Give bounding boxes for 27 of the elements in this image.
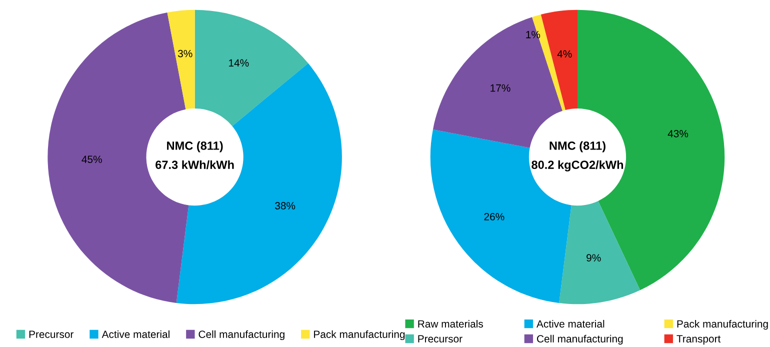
legend-label: Active material: [536, 320, 604, 328]
legend-label: Pack manufacturing: [677, 320, 768, 330]
text: 67.3 kWh/kWh: [156, 160, 234, 170]
data-label: 9%: [586, 254, 601, 262]
data-label: 38%: [275, 202, 296, 210]
donut-slice: [559, 200, 640, 304]
donut-slice: [540, 10, 578, 110]
data-label: 14%: [229, 59, 249, 67]
data-label: 4%: [557, 50, 572, 58]
legend-label: Pack manufacturing: [314, 330, 405, 340]
text: NMC (811): [550, 141, 606, 152]
donut-slice: [167, 10, 195, 110]
legend-label: Precursor: [418, 335, 462, 343]
text: NMC (811): [167, 141, 223, 152]
legend-label: Raw materials: [418, 320, 483, 328]
donut-slice: [194, 10, 308, 126]
legend-label: Active material: [102, 330, 170, 338]
legend-label: Precursor: [29, 330, 74, 338]
legend-label: Transport: [676, 335, 721, 345]
data-label: 26%: [484, 212, 504, 220]
data-label: 17%: [490, 84, 510, 92]
data-label: 43%: [668, 130, 688, 138]
text: 80.2 kgCO2/kWh: [532, 160, 624, 172]
legend-label: Cell manufacturing: [537, 334, 623, 345]
data-label: 3%: [178, 50, 192, 58]
data-label: 45%: [82, 156, 102, 164]
legend-label: Cell manufacturing: [198, 330, 284, 340]
